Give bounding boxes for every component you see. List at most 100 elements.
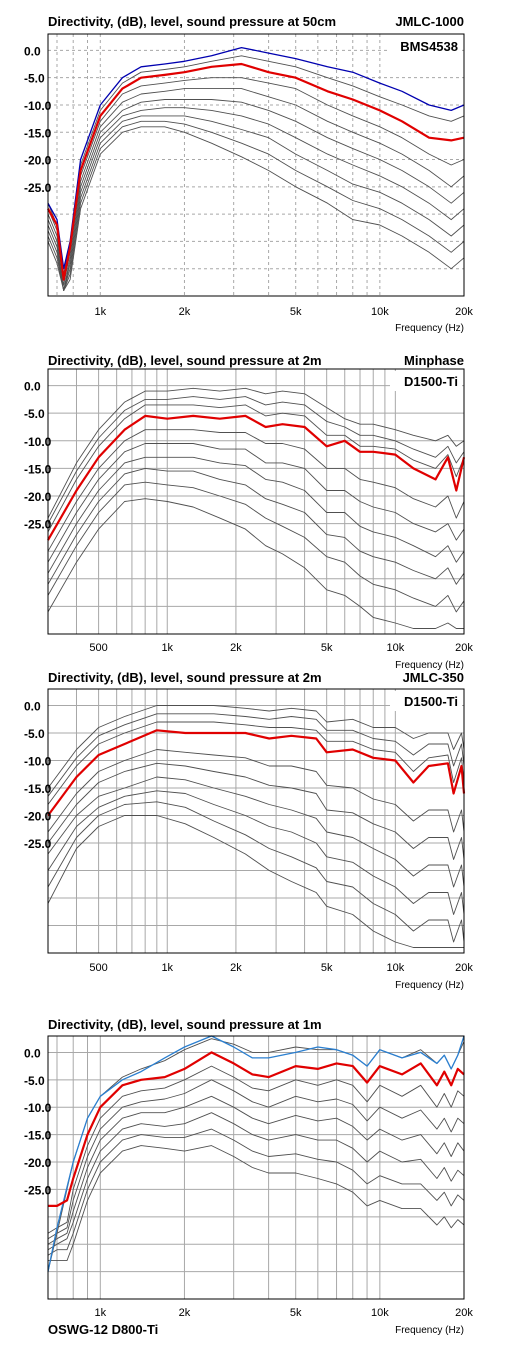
inset-label-box bbox=[390, 36, 462, 56]
series-line-gray bbox=[47, 749, 465, 833]
model-label: Minphase bbox=[404, 353, 464, 368]
y-tick-label: -10.0 bbox=[24, 435, 52, 449]
x-tick-label: 5k bbox=[321, 962, 333, 974]
chart-panel-2: Directivity, (dB), level, sound pressure… bbox=[24, 353, 473, 671]
chart-title: Directivity, (dB), level, sound pressure… bbox=[48, 14, 336, 29]
chart-panel-3: Directivity, (dB), level, sound pressure… bbox=[24, 670, 473, 991]
plot-area bbox=[48, 689, 464, 953]
plot-frame bbox=[47, 368, 465, 635]
series-line-red bbox=[47, 62, 465, 281]
series-line-gray bbox=[47, 107, 465, 291]
series-line-gray bbox=[47, 705, 465, 789]
chart-title: Directivity, (dB), level, sound pressure… bbox=[48, 670, 322, 685]
series-line-gray bbox=[47, 456, 465, 574]
y-tick-label: -5.0 bbox=[24, 72, 45, 86]
y-tick-label: -10.0 bbox=[24, 755, 52, 769]
product-label: OSWG-12 D800-Ti bbox=[48, 1322, 158, 1337]
driver-label: D1500-Ti bbox=[404, 374, 458, 389]
driver-label: BMS4538 bbox=[400, 39, 458, 54]
series-line-red bbox=[47, 729, 466, 817]
x-tick-label: 5k bbox=[321, 642, 333, 654]
x-axis-label: Frequency (Hz) bbox=[395, 660, 464, 671]
series-line-red bbox=[48, 1051, 465, 1208]
series-line-gray bbox=[47, 1112, 465, 1251]
series-line-gray bbox=[47, 481, 465, 613]
series-line-blue bbox=[47, 1035, 465, 1272]
series-line-gray bbox=[47, 396, 465, 524]
x-tick-label: 20k bbox=[455, 1307, 473, 1319]
chart-panel-4: Directivity, (dB), level, sound pressure… bbox=[24, 1017, 473, 1337]
x-tick-label: 10k bbox=[371, 1307, 389, 1319]
x-tick-label: 1k bbox=[94, 1307, 106, 1319]
series-lines bbox=[47, 705, 466, 948]
y-tick-label: -20.0 bbox=[24, 1156, 52, 1170]
x-axis-label: Frequency (Hz) bbox=[395, 980, 464, 991]
series-line-gray bbox=[47, 120, 465, 291]
x-axis-label: Frequency (Hz) bbox=[395, 323, 464, 334]
x-tick-label: 2k bbox=[179, 306, 191, 318]
series-line-gray bbox=[47, 467, 465, 585]
series-line-gray bbox=[47, 498, 464, 629]
x-tick-label: 1k bbox=[161, 642, 173, 654]
x-tick-label: 1k bbox=[94, 306, 106, 318]
chart-title: Directivity, (dB), level, sound pressure… bbox=[48, 1017, 322, 1032]
x-tick-label: 20k bbox=[455, 642, 473, 654]
series-line-red bbox=[47, 414, 466, 541]
y-tick-label: -25.0 bbox=[24, 837, 52, 851]
series-line-gray bbox=[47, 815, 464, 948]
series-line-gray bbox=[47, 443, 465, 563]
series-line-gray bbox=[47, 762, 465, 860]
series-lines bbox=[47, 46, 465, 291]
y-tick-label: -5.0 bbox=[24, 1074, 45, 1088]
y-tick-label: 0.0 bbox=[24, 380, 41, 394]
series-line-gray bbox=[47, 801, 465, 943]
y-tick-label: -25.0 bbox=[24, 518, 52, 532]
series-line-gray bbox=[47, 387, 465, 519]
x-tick-label: 5k bbox=[290, 306, 302, 318]
plot-frame bbox=[47, 1035, 465, 1300]
series-line-gray bbox=[47, 99, 465, 291]
chart-title: Directivity, (dB), level, sound pressure… bbox=[48, 353, 322, 368]
grid-lines bbox=[48, 1036, 464, 1299]
series-line-gray bbox=[47, 126, 465, 291]
series-lines bbox=[47, 387, 466, 629]
series-line-gray bbox=[47, 1095, 465, 1245]
x-tick-label: 20k bbox=[455, 306, 473, 318]
x-tick-label: 2k bbox=[230, 642, 242, 654]
series-line-gray bbox=[47, 713, 465, 797]
plot-area bbox=[48, 34, 464, 296]
x-tick-label: 10k bbox=[386, 642, 404, 654]
series-line-gray bbox=[48, 1145, 465, 1262]
series-line-gray bbox=[47, 721, 465, 805]
y-tick-label: -15.0 bbox=[24, 462, 52, 476]
inset-label-box bbox=[390, 371, 462, 391]
series-line-gray bbox=[47, 1065, 465, 1234]
series-line-gray bbox=[47, 1128, 465, 1256]
y-tick-label: -15.0 bbox=[24, 1129, 52, 1143]
y-tick-label: 0.0 bbox=[24, 44, 41, 58]
series-line-gray bbox=[47, 1079, 465, 1240]
y-tick-label: -20.0 bbox=[24, 154, 52, 168]
y-tick-label: -5.0 bbox=[24, 727, 45, 741]
x-tick-label: 10k bbox=[371, 306, 389, 318]
series-line-gray bbox=[47, 404, 465, 533]
series-line-gray bbox=[47, 776, 465, 888]
x-axis-label: Frequency (Hz) bbox=[395, 1325, 464, 1336]
driver-label: D1500-Ti bbox=[404, 694, 458, 709]
x-tick-label: 500 bbox=[89, 962, 107, 974]
y-tick-label: -10.0 bbox=[24, 99, 52, 113]
y-tick-label: -10.0 bbox=[24, 1101, 52, 1115]
series-line-gray bbox=[47, 790, 465, 915]
y-tick-label: -5.0 bbox=[24, 407, 45, 421]
plot-frame bbox=[47, 33, 465, 297]
x-tick-label: 2k bbox=[179, 1307, 191, 1319]
y-tick-label: -20.0 bbox=[24, 490, 52, 504]
model-label: JMLC-1000 bbox=[395, 14, 464, 29]
y-tick-label: -25.0 bbox=[24, 181, 52, 195]
y-tick-label: -20.0 bbox=[24, 810, 52, 824]
y-tick-label: -15.0 bbox=[24, 782, 52, 796]
plot-frame bbox=[47, 688, 465, 954]
inset-label-box bbox=[390, 691, 462, 711]
y-tick-label: -15.0 bbox=[24, 126, 52, 140]
